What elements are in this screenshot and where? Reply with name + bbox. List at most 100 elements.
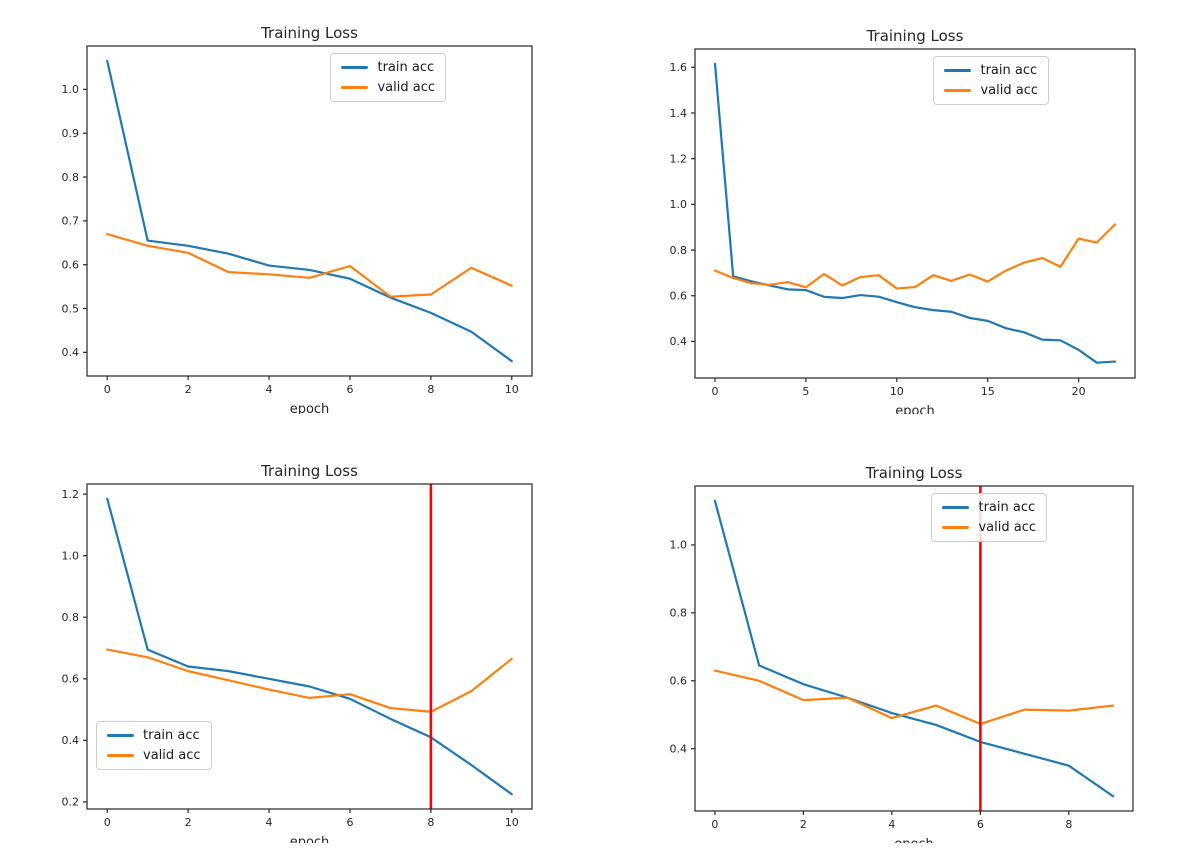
legend: train acc valid acc [933,56,1049,105]
subplot-bottom-right: 0 2 4 6 8 0.4 0.6 0.8 1.0 Training Loss epoch tr… [630,446,1143,843]
train-acc-line-swatch [107,734,134,737]
x-tick-label: 8 [427,383,434,396]
legend-item-train-acc: train acc [942,500,1036,515]
y-tick-label: 1.6 [670,61,688,74]
x-tick-label: 0 [104,816,111,829]
legend-item-train-acc: train acc [341,60,435,75]
valid-acc-line-swatch [942,526,970,529]
legend-label-train-acc: train acc [377,60,435,75]
x-axis-label: epoch [695,837,1133,843]
legend-item-train-acc: train acc [107,728,201,743]
valid-acc-line-swatch [341,86,369,89]
legend-item-valid-acc: valid acc [942,520,1036,535]
train-acc-line [106,59,513,363]
x-tick-label: 0 [104,383,111,396]
legend-label-valid-acc: valid acc [377,80,435,95]
legend-label-train-acc: train acc [143,728,200,743]
x-tick-label: 0 [712,385,719,398]
chart-title: Training Loss [261,462,358,480]
y-tick-label: 0.6 [62,258,80,271]
y-tick-label: 0.6 [670,290,688,303]
y-tick-label: 1.2 [62,488,80,501]
x-tick-label: 15 [981,385,995,398]
legend-label-valid-acc: valid acc [978,520,1036,535]
y-tick-label: 0.6 [62,673,80,686]
x-tick-label: 8 [427,816,434,829]
legend-label-valid-acc: valid acc [980,83,1038,98]
chart-title: Training Loss [261,24,358,42]
chart-canvas-3: 0 2 4 6 8 0.4 0.6 0.8 1.0 [670,485,1134,831]
chart-canvas-0: 0 2 4 6 8 10 0.4 0.5 0.6 0.7 0.8 0.9 1.0 [62,45,533,396]
train-acc-line [713,499,1115,798]
y-tick-label: 0.9 [62,127,80,140]
train-acc-line [106,497,513,796]
y-tick-label: 1.0 [670,198,688,211]
x-tick-label: 4 [266,816,273,829]
legend-item-valid-acc: valid acc [107,748,201,763]
valid-acc-line-swatch [944,89,972,92]
x-tick-label: 5 [802,385,809,398]
subplot-bottom-left: 0 2 4 6 8 10 0.2 0.4 0.6 0.8 1.0 1.2 Training Loss … [40,446,550,843]
chart-canvas-2: 0 2 4 6 8 10 0.2 0.4 0.6 0.8 1.0 1.2 [62,483,533,829]
x-tick-label: 2 [185,383,192,396]
valid-acc-line [713,669,1115,725]
x-tick-label: 6 [346,816,353,829]
axes-frame [694,485,1134,812]
chart-title: Training Loss [865,464,963,482]
x-tick-label: 2 [800,818,807,831]
y-tick-label: 0.8 [62,171,80,184]
chart-title: Training Loss [866,27,964,45]
y-tick-label: 1.0 [670,539,688,552]
y-tick-label: 0.8 [670,244,688,257]
y-tick-label: 0.4 [62,346,80,359]
valid-acc-line-swatch [107,754,134,757]
y-tick-label: 0.5 [62,302,80,315]
legend: train acc valid acc [931,493,1047,542]
y-tick-label: 1.0 [62,83,80,96]
valid-acc-line [106,648,513,713]
x-tick-label: 10 [505,383,519,396]
axes-frame [86,45,533,377]
legend: train acc valid acc [330,53,446,102]
y-tick-label: 0.4 [62,734,80,747]
x-tick-label: 2 [185,816,192,829]
x-axis-label: epoch [289,835,330,843]
x-axis-label: epoch [289,402,330,414]
legend-item-valid-acc: valid acc [944,83,1038,98]
valid-acc-line [106,232,513,298]
axes-frame [86,483,533,810]
legend-label-train-acc: train acc [978,500,1036,515]
legend-item-train-acc: train acc [944,63,1038,78]
chart-canvas-1: 0 5 10 15 20 0.4 0.6 0.8 1.0 1.2 1.4 1.6 [670,48,1136,398]
train-acc-line-swatch [341,66,369,69]
legend-label-train-acc: train acc [980,63,1038,78]
y-tick-label: 1.0 [62,550,80,563]
x-tick-label: 6 [346,383,353,396]
legend-label-valid-acc: valid acc [143,748,201,763]
y-tick-label: 0.4 [670,742,688,755]
x-tick-label: 20 [1072,385,1086,398]
y-tick-label: 0.8 [62,611,80,624]
y-tick-label: 0.6 [670,675,688,688]
x-tick-label: 4 [266,383,273,396]
y-tick-label: 1.4 [670,107,688,120]
x-tick-label: 4 [888,818,895,831]
x-tick-label: 8 [1065,818,1072,831]
subplot-top-right: 0 5 10 15 20 0.4 0.6 0.8 1.0 1.2 1.4 1.6 Training L… [630,16,1143,414]
y-tick-label: 0.2 [62,796,80,809]
x-tick-label: 0 [711,818,718,831]
axes-frame [694,48,1136,379]
y-tick-label: 0.8 [670,607,688,620]
legend: train acc valid acc [96,721,212,770]
train-acc-line-swatch [944,69,972,72]
x-tick-label: 10 [505,816,519,829]
x-axis-label: epoch [895,404,935,414]
y-tick-label: 0.7 [62,215,80,228]
subplot-top-left: 0 2 4 6 8 10 0.4 0.5 0.6 0.7 0.8 0.9 1.0 Training Lo… [40,16,550,414]
y-tick-label: 0.4 [670,335,688,348]
train-acc-line [713,62,1117,364]
train-acc-line-swatch [942,506,970,509]
x-tick-label: 6 [977,818,984,831]
x-tick-label: 10 [890,385,904,398]
